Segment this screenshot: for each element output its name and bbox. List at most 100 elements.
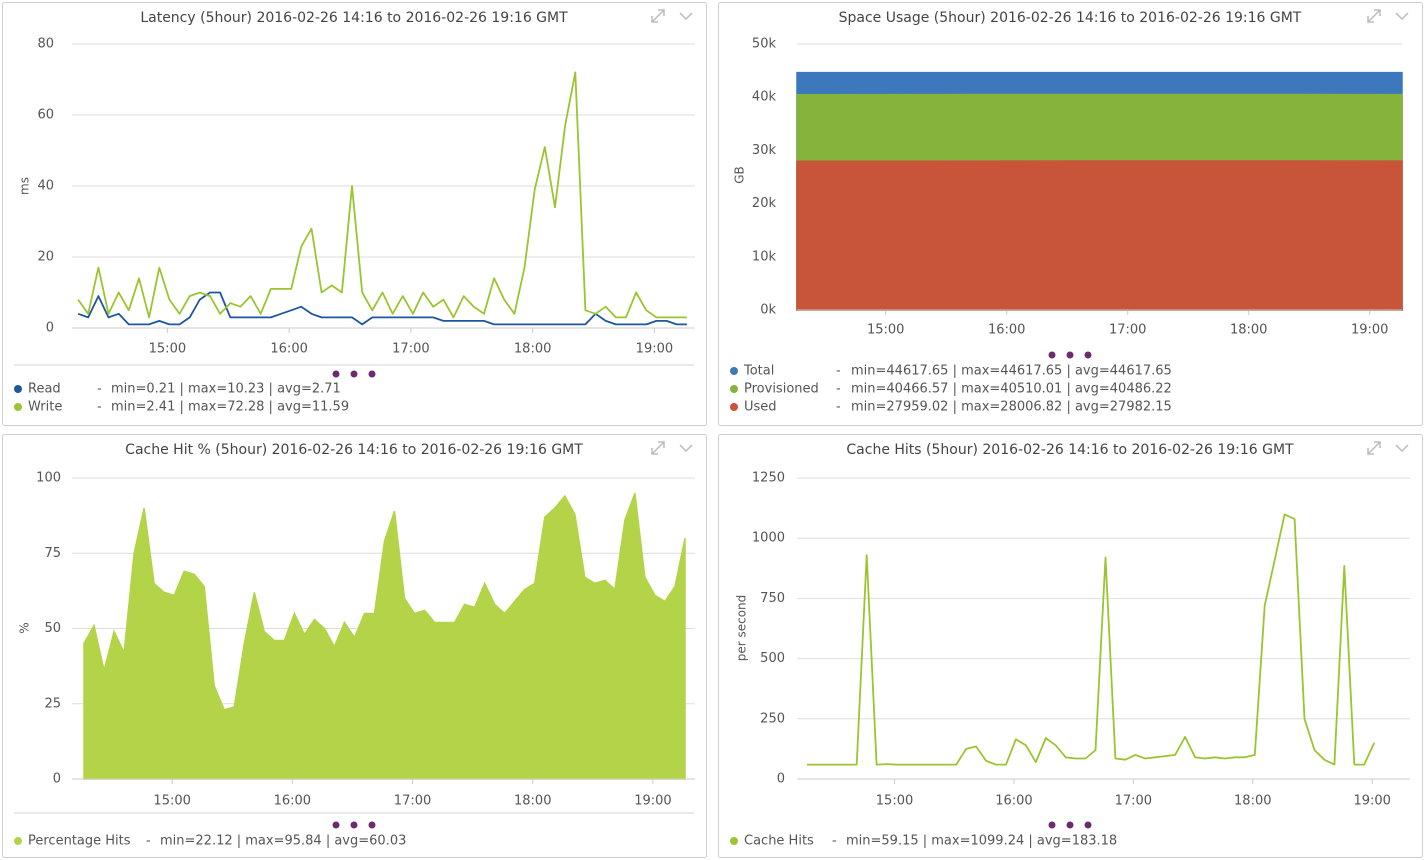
y-tick-label: 20k <box>752 196 777 211</box>
expand-icon[interactable] <box>1367 9 1381 23</box>
y-tick-label: 750 <box>760 591 785 606</box>
x-tick-label: 17:00 <box>1109 323 1146 338</box>
legend-swatch[interactable] <box>730 837 738 845</box>
legend-separator: - <box>836 382 841 397</box>
menu-chevron[interactable] <box>679 12 693 21</box>
x-tick-label: 18:00 <box>1234 794 1271 809</box>
y-tick-label: 500 <box>760 651 785 666</box>
x-tick-label: 18:00 <box>514 794 551 809</box>
pager-dot[interactable] <box>1084 351 1092 359</box>
expand-icon[interactable] <box>651 441 665 455</box>
line <box>77 291 687 326</box>
y-tick-label: 40 <box>37 179 54 194</box>
legend-stats: min=27959.02 | max=28006.82 | avg=27982.… <box>851 400 1172 415</box>
y-tick-label: 250 <box>760 711 785 726</box>
x-tick-label: 15:00 <box>149 342 186 357</box>
legend-label[interactable]: Read <box>28 382 61 397</box>
x-tick-label: 17:00 <box>392 342 429 357</box>
legend-swatch[interactable] <box>730 385 738 393</box>
x-tick-label: 16:00 <box>274 794 311 809</box>
chart-title: Space Usage (5hour) 2016-02-26 14:16 to … <box>839 10 1302 26</box>
pager-dot[interactable] <box>332 821 340 829</box>
panel: Cache Hit % (5hour) 2016-02-26 14:16 to … <box>2 434 707 858</box>
y-tick-label: 0 <box>53 772 61 787</box>
y-tick-label: 80 <box>37 37 54 52</box>
legend-separator: - <box>832 834 837 849</box>
chart-title: Cache Hit % (5hour) 2016-02-26 14:16 to … <box>125 442 583 458</box>
y-tick-label: 40k <box>752 90 777 105</box>
pager-dot[interactable] <box>1048 351 1056 359</box>
legend-stats: min=22.12 | max=95.84 | avg=60.03 <box>160 834 406 849</box>
y-tick-label: 25 <box>44 696 61 711</box>
x-tick-label: 16:00 <box>988 323 1025 338</box>
pager-dot[interactable] <box>368 370 376 378</box>
y-tick-label: 30k <box>752 143 777 158</box>
x-tick-label: 16:00 <box>270 342 307 357</box>
legend-stats: min=0.21 | max=10.23 | avg=2.71 <box>111 382 341 397</box>
x-tick-label: 18:00 <box>1230 323 1267 338</box>
legend-separator: - <box>146 834 151 849</box>
x-tick-label: 19:00 <box>634 794 671 809</box>
y-tick-label: 0 <box>777 772 785 787</box>
chart-title: Cache Hits (5hour) 2016-02-26 14:16 to 2… <box>846 442 1294 458</box>
y-tick-label: 0k <box>760 303 776 318</box>
panel: Cache Hits (5hour) 2016-02-26 14:16 to 2… <box>718 434 1423 858</box>
pager-dot[interactable] <box>350 370 358 378</box>
legend-stats: min=40466.57 | max=40510.01 | avg=40486.… <box>851 382 1172 397</box>
line <box>77 71 687 319</box>
pager-dot[interactable] <box>1084 821 1092 829</box>
legend-label[interactable]: Percentage Hits <box>28 834 131 849</box>
y-tick-label: 75 <box>44 546 61 561</box>
y-axis-label: % <box>18 622 32 633</box>
expand-icon[interactable] <box>651 9 665 23</box>
x-tick-label: 16:00 <box>995 794 1032 809</box>
area <box>796 160 1403 311</box>
legend-separator: - <box>97 382 102 397</box>
legend-label[interactable]: Cache Hits <box>744 834 814 849</box>
x-tick-label: 15:00 <box>867 323 904 338</box>
expand-icon[interactable] <box>1367 441 1381 455</box>
menu-chevron[interactable] <box>1395 444 1409 453</box>
x-tick-label: 18:00 <box>514 342 551 357</box>
y-tick-label: 1000 <box>752 531 785 546</box>
chart-title: Latency (5hour) 2016-02-26 14:16 to 2016… <box>140 10 568 26</box>
legend-swatch[interactable] <box>14 837 22 845</box>
menu-chevron[interactable] <box>1395 12 1409 21</box>
y-axis-label: GB <box>733 166 747 184</box>
legend-swatch[interactable] <box>14 403 22 411</box>
y-tick-label: 1250 <box>752 471 785 486</box>
x-tick-label: 17:00 <box>394 794 431 809</box>
legend-swatch[interactable] <box>730 403 738 411</box>
x-tick-label: 15:00 <box>876 794 913 809</box>
legend-swatch[interactable] <box>14 385 22 393</box>
legend-stats: min=59.15 | max=1099.24 | avg=183.18 <box>846 834 1117 849</box>
y-tick-label: 50k <box>752 37 777 52</box>
legend-separator: - <box>836 400 841 415</box>
pager-dot[interactable] <box>350 821 358 829</box>
legend-swatch[interactable] <box>730 367 738 375</box>
area <box>83 492 686 780</box>
legend-label[interactable]: Used <box>744 400 777 415</box>
legend-separator: - <box>97 400 102 415</box>
legend-separator: - <box>836 364 841 379</box>
menu-chevron[interactable] <box>679 444 693 453</box>
pager-dot[interactable] <box>1066 821 1074 829</box>
y-tick-label: 60 <box>37 108 54 123</box>
pager-dot[interactable] <box>1048 821 1056 829</box>
legend-label[interactable]: Total <box>743 364 774 379</box>
pager-dot[interactable] <box>1066 351 1074 359</box>
x-tick-label: 19:00 <box>1353 794 1390 809</box>
legend-label[interactable]: Provisioned <box>744 382 819 397</box>
line <box>807 513 1376 766</box>
legend-label[interactable]: Write <box>28 400 62 415</box>
y-axis-label: ms <box>18 177 32 195</box>
pager-dot[interactable] <box>332 370 340 378</box>
x-tick-label: 19:00 <box>636 342 673 357</box>
pager-dot[interactable] <box>368 821 376 829</box>
panel: Space Usage (5hour) 2016-02-26 14:16 to … <box>718 2 1423 426</box>
legend-stats: min=2.41 | max=72.28 | avg=11.59 <box>111 400 349 415</box>
y-tick-label: 0 <box>46 321 54 336</box>
panel-frame <box>718 434 1423 858</box>
x-tick-label: 15:00 <box>153 794 190 809</box>
